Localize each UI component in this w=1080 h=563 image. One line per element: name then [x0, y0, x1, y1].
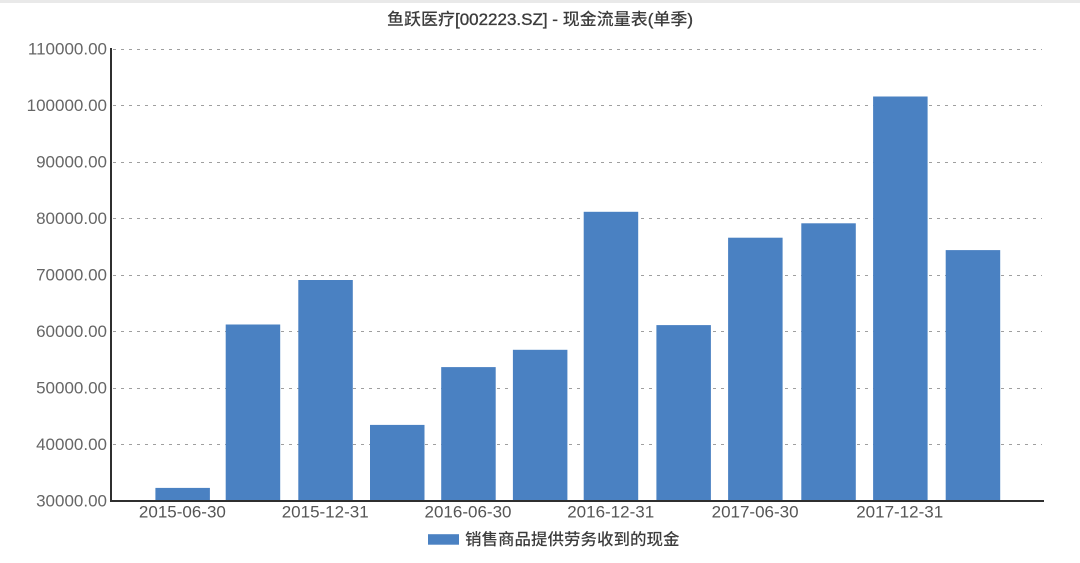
svg-text:100000.00: 100000.00 — [27, 96, 107, 115]
svg-text:): ) — [687, 10, 693, 29]
svg-text:2016-12-31: 2016-12-31 — [567, 503, 654, 522]
svg-text:80000.00: 80000.00 — [36, 209, 107, 228]
svg-text:60000.00: 60000.00 — [36, 322, 107, 341]
svg-text:2015-12-31: 2015-12-31 — [282, 503, 369, 522]
svg-text:2015-06-30: 2015-06-30 — [139, 503, 226, 522]
svg-text:50000.00: 50000.00 — [36, 378, 107, 397]
svg-text:30000.00: 30000.00 — [36, 491, 107, 510]
svg-text:(: ( — [648, 10, 654, 29]
svg-text:110000.00: 110000.00 — [28, 39, 107, 58]
svg-text:40000.00: 40000.00 — [36, 435, 107, 454]
svg-text:2017-12-31: 2017-12-31 — [856, 503, 943, 522]
svg-text:70000.00: 70000.00 — [36, 265, 107, 284]
svg-text:[002223.SZ] -: [002223.SZ] - — [455, 10, 563, 29]
svg-text:90000.00: 90000.00 — [36, 152, 107, 171]
svg-text:2016-06-30: 2016-06-30 — [425, 503, 512, 522]
svg-text:2017-06-30: 2017-06-30 — [712, 503, 799, 522]
